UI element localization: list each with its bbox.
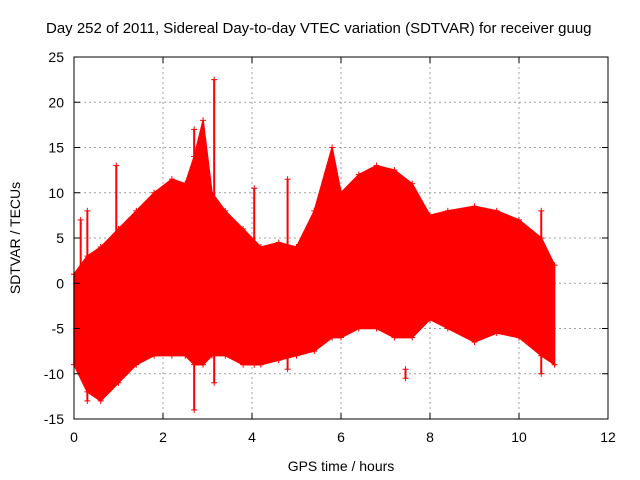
- data-point-marker: [151, 189, 158, 196]
- data-point-marker: [275, 239, 282, 246]
- data-point-marker: [338, 189, 344, 196]
- data-point-marker: [311, 207, 318, 214]
- data-point-marker: [355, 171, 362, 178]
- data-point-marker: [329, 334, 336, 341]
- spike-marker: [84, 397, 91, 404]
- data-point-marker: [409, 180, 416, 187]
- data-point-marker: [200, 361, 207, 368]
- spike-marker: [191, 406, 198, 413]
- axis-ticks: 0 2 4 6 8 10 12 -15 -10 -5 0 5 10 15 20 25: [44, 49, 616, 445]
- data-point-marker: [168, 176, 175, 183]
- spike-marker: [402, 366, 409, 373]
- data-series: [71, 76, 558, 413]
- data-point-marker: [293, 244, 300, 251]
- x-tick-label: 10: [511, 429, 527, 445]
- y-tick-label: -10: [44, 366, 64, 382]
- spike-marker: [538, 207, 545, 214]
- y-tick-label: 15: [48, 140, 64, 156]
- data-point-marker: [427, 316, 433, 323]
- data-point-marker: [97, 244, 104, 251]
- x-tick-label: 8: [426, 429, 434, 445]
- data-point-marker: [240, 361, 247, 368]
- y-tick-label: -15: [44, 411, 64, 427]
- data-point-marker: [516, 216, 522, 223]
- data-point-marker: [391, 167, 398, 174]
- data-point-marker: [355, 325, 362, 332]
- y-tick-label: 5: [56, 230, 64, 246]
- spike-marker: [113, 325, 120, 332]
- data-point-marker: [373, 162, 380, 169]
- data-point-marker: [409, 334, 416, 341]
- data-point-marker: [444, 325, 451, 332]
- x-tick-label: 6: [337, 429, 345, 445]
- x-tick-label: 12: [600, 429, 616, 445]
- data-point-marker: [551, 262, 558, 269]
- spike-marker: [191, 126, 198, 133]
- data-point-marker: [115, 379, 122, 386]
- y-tick-label: 10: [48, 185, 64, 201]
- data-point-marker: [551, 361, 558, 368]
- data-point-marker: [257, 244, 264, 251]
- data-point-marker: [222, 207, 229, 214]
- spike-marker: [251, 361, 258, 368]
- data-point-marker: [182, 352, 189, 359]
- data-point-marker: [471, 203, 478, 210]
- y-tick-label: 0: [56, 275, 64, 291]
- data-point-marker: [373, 325, 380, 332]
- data-point-marker: [222, 352, 229, 359]
- y-tick-label: 25: [48, 49, 64, 65]
- data-point-marker: [257, 361, 264, 368]
- spike-marker: [284, 366, 291, 373]
- spike-marker: [284, 176, 291, 183]
- data-point-marker: [471, 339, 478, 346]
- chart-title: Day 252 of 2011, Sidereal Day-to-day VTE…: [46, 20, 592, 37]
- y-axis-title: SDTVAR / TECUs: [7, 182, 23, 294]
- x-axis-title: GPS time / hours: [288, 458, 395, 474]
- data-point-marker: [329, 144, 336, 151]
- spike-marker: [84, 207, 91, 214]
- sdtvar-band: [73, 120, 556, 402]
- spike-marker: [251, 185, 258, 192]
- x-tick-label: 0: [70, 429, 78, 445]
- data-point-marker: [151, 352, 158, 359]
- x-tick-label: 4: [248, 429, 256, 445]
- data-point-marker: [444, 207, 451, 214]
- data-point-marker: [493, 330, 500, 337]
- x-tick-label: 2: [159, 429, 167, 445]
- spike-marker: [77, 216, 84, 223]
- data-point-marker: [311, 348, 318, 355]
- data-point-marker: [168, 352, 175, 359]
- data-point-marker: [133, 361, 140, 368]
- spike-marker: [402, 375, 409, 382]
- data-point-marker: [493, 207, 500, 214]
- data-point-marker: [516, 334, 522, 341]
- data-point-marker: [338, 334, 344, 341]
- data-point-marker: [97, 397, 104, 404]
- spike-marker: [113, 162, 120, 169]
- data-point-marker: [182, 180, 189, 187]
- y-tick-label: -5: [52, 321, 65, 337]
- data-point-marker: [200, 117, 207, 124]
- spike-marker: [211, 76, 218, 83]
- data-point-marker: [293, 352, 300, 359]
- data-point-marker: [427, 212, 433, 219]
- data-point-marker: [133, 207, 140, 214]
- data-point-marker: [391, 334, 398, 341]
- y-tick-label: 20: [48, 94, 64, 110]
- spike-marker: [211, 379, 218, 386]
- data-point-marker: [240, 225, 247, 232]
- spike-marker: [538, 370, 545, 377]
- data-point-marker: [275, 357, 282, 364]
